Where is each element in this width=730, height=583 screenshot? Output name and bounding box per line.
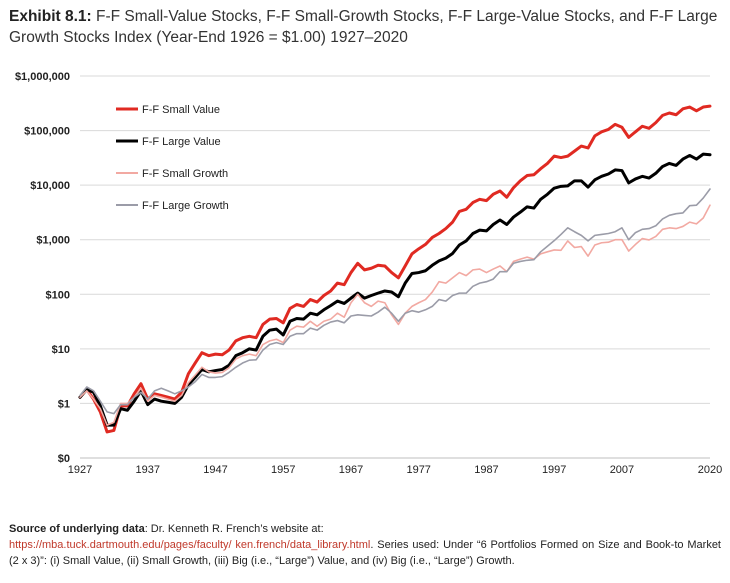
x-tick-label: 1957 xyxy=(271,464,295,476)
y-tick-label: $10,000 xyxy=(30,180,70,192)
legend-label: F-F Large Value xyxy=(142,136,221,148)
source-url[interactable]: https://mba.tuck.dartmouth.edu/pages/fac… xyxy=(9,539,371,551)
series-line-4 xyxy=(79,188,711,415)
legend-label: F-F Small Value xyxy=(142,104,220,116)
y-tick-label: $1,000 xyxy=(36,235,70,247)
legend-label: F-F Large Growth xyxy=(142,200,229,212)
x-tick-label: 1967 xyxy=(339,464,363,476)
x-tick-label: 1947 xyxy=(203,464,227,476)
chart-title: Exhibit 8.1: F-F Small-Value Stocks, F-F… xyxy=(9,6,724,48)
title-text: F-F Small-Value Stocks, F-F Small-Growth… xyxy=(9,8,718,46)
x-tick-label: 2007 xyxy=(610,464,634,476)
y-tick-label: $1 xyxy=(58,398,70,410)
source-text-2: . Series used: Under “6 Portfolios Forme… xyxy=(9,539,721,567)
y-tick-label: $100 xyxy=(46,289,70,301)
y-tick-label: $1,000,000 xyxy=(15,71,70,83)
x-tick-label: 2020 xyxy=(698,464,722,476)
series-line-1 xyxy=(78,104,712,434)
source-text-1: : Dr. Kenneth R. French’s website at: xyxy=(144,523,324,535)
x-tick-label: 1997 xyxy=(542,464,566,476)
x-tick-label: 1937 xyxy=(135,464,159,476)
line-chart: $0 $1 $10 $100 $1,000 $10,000 $100,000 $1,000,0… xyxy=(15,71,722,476)
x-tick-label: 1927 xyxy=(68,464,92,476)
title-prefix: Exhibit 8.1: xyxy=(9,8,92,25)
series-line-2 xyxy=(78,152,712,427)
y-tick-label: $10 xyxy=(52,344,70,356)
y-tick-label: $0 xyxy=(58,453,70,465)
source-note: Source of underlying data: Dr. Kenneth R… xyxy=(9,521,721,569)
x-tick-label: 1987 xyxy=(474,464,498,476)
y-tick-label: $100,000 xyxy=(24,126,70,138)
source-label: Source of underlying data xyxy=(9,523,145,535)
x-tick-label: 1977 xyxy=(406,464,430,476)
series-line-3 xyxy=(79,204,711,426)
legend-label: F-F Small Growth xyxy=(142,168,228,180)
